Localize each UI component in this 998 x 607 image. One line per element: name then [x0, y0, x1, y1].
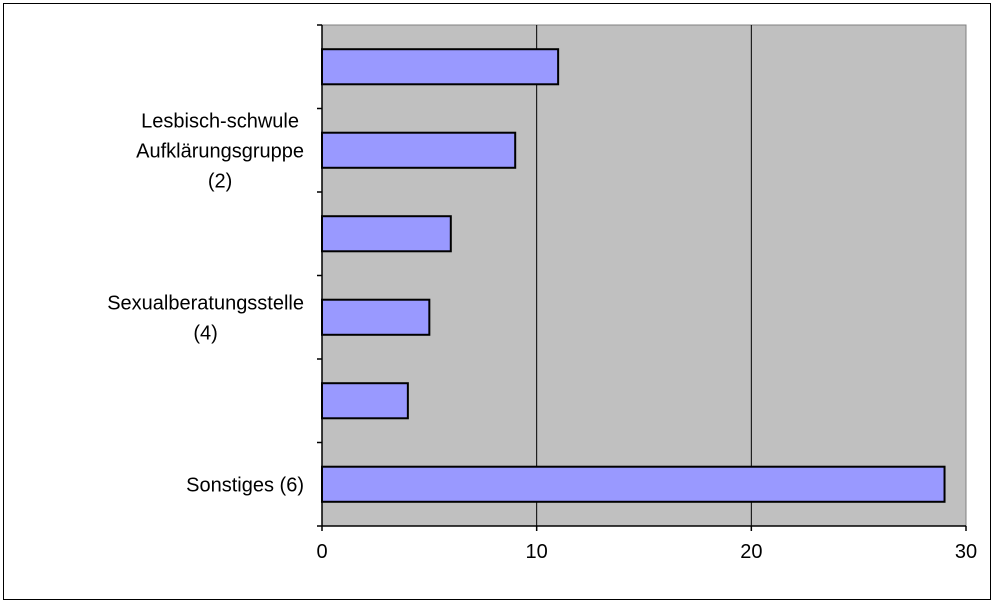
bar-2 — [321, 215, 452, 253]
category-label-3: Sexualberatungsstelle (4) — [107, 292, 304, 344]
plot-area — [321, 24, 967, 527]
bar-4 — [321, 382, 409, 420]
bar-1 — [321, 131, 517, 169]
bar-5 — [321, 465, 946, 503]
x-tick-label-3: 30 — [955, 541, 977, 563]
category-label-5: Sonstiges (6) — [186, 474, 304, 496]
category-label-5-line-0: Sonstiges (6) — [186, 474, 304, 496]
category-label-1-line-2: (2) — [208, 170, 232, 192]
category-label-1-line-1: Aufklärungsgruppe — [136, 140, 304, 162]
x-tick-label-0: 0 — [316, 541, 327, 563]
category-label-1-line-0: Lesbisch-schwule — [141, 110, 299, 132]
bar-0 — [321, 48, 560, 86]
category-label-3-line-0: Sexualberatungsstelle — [107, 292, 304, 314]
gridlines — [536, 25, 752, 526]
y-axis-category-labels: Lesbisch-schwule Aufklärungsgruppe (2) Sexu… — [107, 110, 304, 496]
bars — [321, 48, 946, 503]
category-label-1: Lesbisch-schwule Aufklärungsgruppe (2) — [136, 110, 304, 192]
x-axis-ticks: 0 10 20 30 — [316, 541, 977, 563]
x-tick-label-1: 10 — [526, 541, 548, 563]
category-label-3-line-1: (4) — [193, 322, 217, 344]
bar-3 — [321, 298, 431, 336]
axes — [317, 24, 967, 531]
x-tick-label-2: 20 — [740, 541, 762, 563]
